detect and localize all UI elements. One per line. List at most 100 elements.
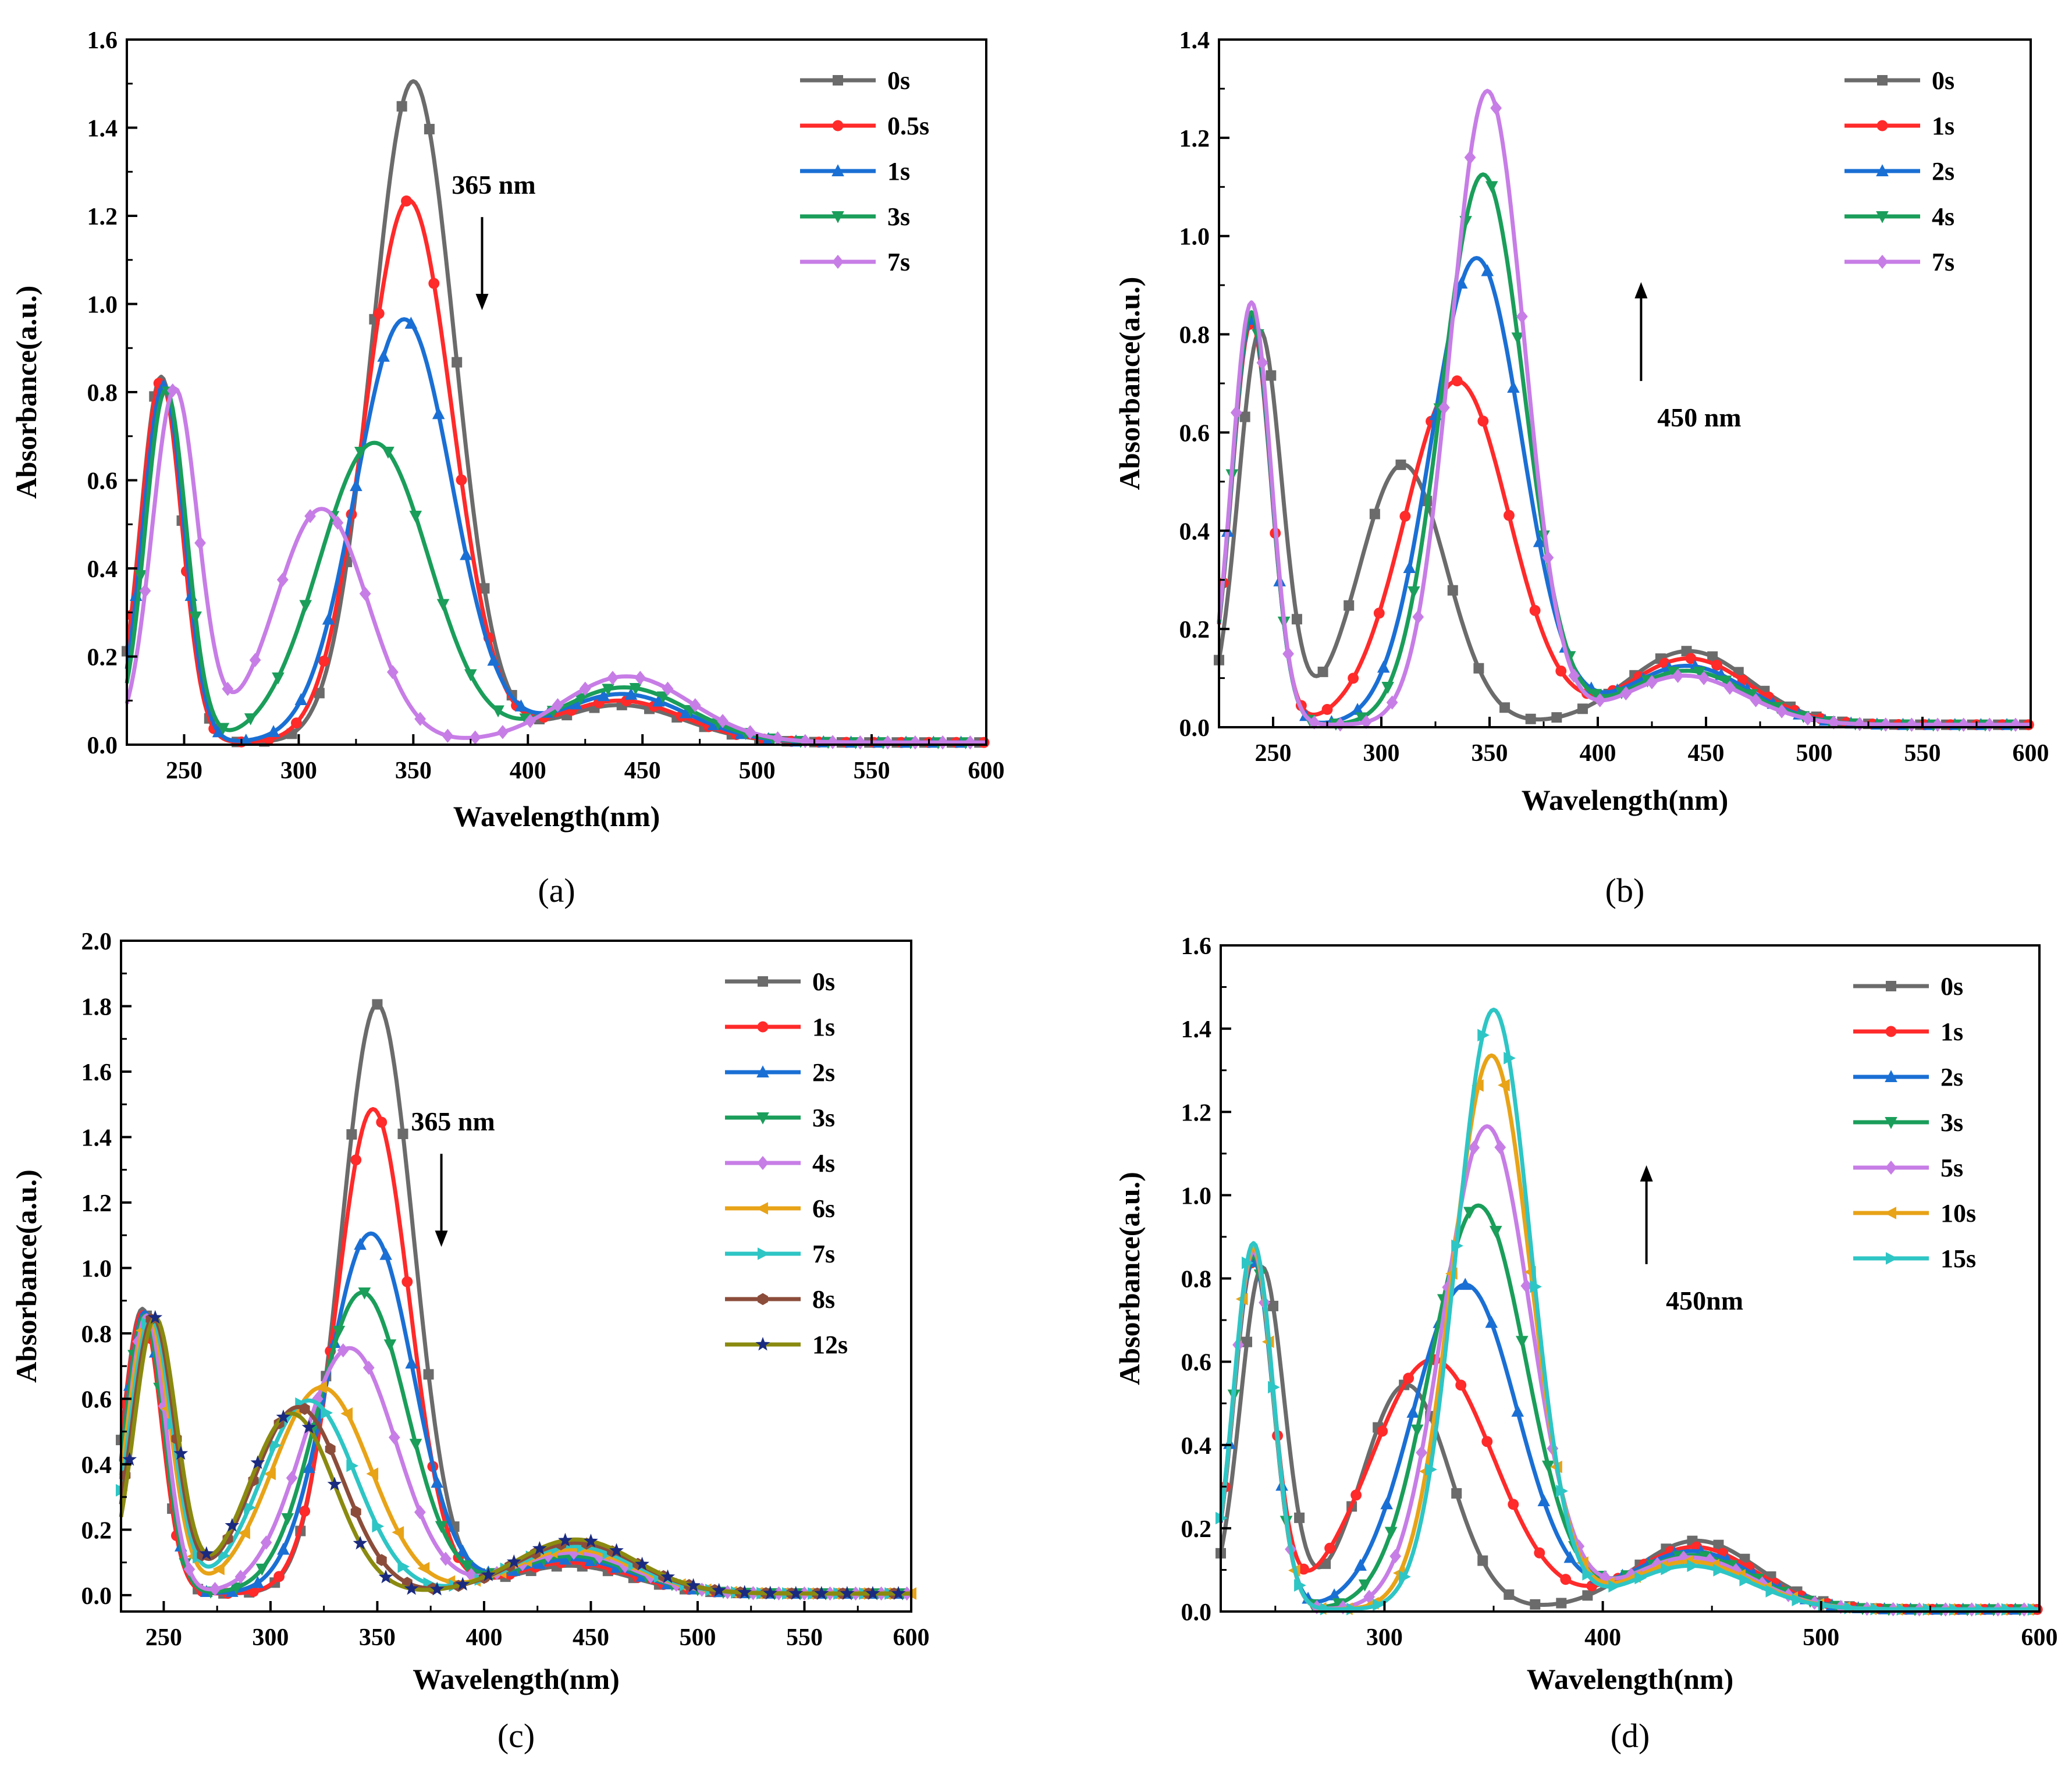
legend-entry-6s: 6s <box>725 1194 835 1223</box>
data-point <box>1608 1580 1621 1593</box>
y-tick-label: 0.0 <box>87 732 118 759</box>
series-1s <box>1218 1257 2043 1615</box>
data-point <box>372 1520 385 1533</box>
data-point <box>1455 276 1468 289</box>
series-line <box>1218 1265 2039 1612</box>
data-point <box>514 699 528 712</box>
panel-label: (b) <box>1605 872 1645 909</box>
annotation: 365 nm <box>452 170 536 311</box>
data-point <box>240 734 253 746</box>
data-point <box>1412 610 1424 624</box>
data-point <box>378 1569 393 1584</box>
data-point <box>379 1247 392 1260</box>
series-line <box>1217 319 2031 727</box>
data-point <box>218 1549 230 1562</box>
data-point <box>1451 1239 1463 1253</box>
x-tick-label: 600 <box>893 1624 930 1651</box>
data-point <box>609 1543 624 1557</box>
data-point <box>1906 717 1918 732</box>
data-point <box>350 1154 362 1166</box>
axes-frame <box>1220 944 2041 1613</box>
data-point <box>321 1406 333 1420</box>
series-line <box>119 1315 911 1596</box>
data-point <box>1294 1579 1306 1592</box>
series-12s <box>119 1310 911 1600</box>
y-tick-label: 0.6 <box>1181 1350 1212 1376</box>
data-point <box>758 1247 770 1260</box>
arrowhead-icon <box>1640 1165 1653 1182</box>
data-point <box>1533 535 1546 547</box>
data-point <box>1876 254 1888 269</box>
data-point <box>1698 671 1710 685</box>
y-tick-label: 0.6 <box>87 468 118 495</box>
data-point <box>250 1455 265 1469</box>
data-point <box>409 1439 422 1451</box>
legend-entry-15s: 15s <box>1853 1244 1976 1273</box>
data-point <box>964 735 976 750</box>
legend-label: 7s <box>887 248 910 276</box>
data-point <box>814 1585 829 1600</box>
series-line <box>1217 328 2031 727</box>
data-point <box>629 683 642 695</box>
data-point <box>122 1452 137 1466</box>
data-point <box>230 1582 243 1595</box>
annotation: 365 nm <box>411 1107 495 1247</box>
series-7s <box>125 383 986 750</box>
series-3s <box>125 386 986 749</box>
data-point <box>1399 510 1411 522</box>
legend-entry-4s: 4s <box>1844 202 1954 231</box>
data-point <box>1377 660 1390 673</box>
data-point <box>212 725 225 738</box>
series-line <box>119 1313 911 1596</box>
data-point <box>1507 380 1520 393</box>
legend-label: 1s <box>812 1013 835 1041</box>
data-point <box>840 1586 855 1600</box>
data-point <box>1634 1571 1647 1585</box>
x-tick-label: 550 <box>1904 740 1941 767</box>
data-point <box>350 1506 361 1518</box>
legend-entry-1s: 1s <box>725 1013 835 1041</box>
data-point <box>1317 666 1328 677</box>
data-point <box>1530 1280 1542 1293</box>
x-tick-label: 300 <box>280 757 317 784</box>
series-line <box>1218 1257 2039 1612</box>
data-point <box>1525 713 1536 724</box>
series-2s <box>1217 256 2031 730</box>
data-point <box>294 693 308 706</box>
series-4s <box>1217 172 2031 732</box>
data-point <box>436 599 450 611</box>
data-point <box>1324 1542 1336 1554</box>
data-point <box>1406 1406 1419 1418</box>
data-point <box>487 653 500 666</box>
data-point <box>1477 415 1489 427</box>
data-point <box>301 1420 317 1434</box>
data-point <box>542 1548 554 1563</box>
data-point <box>1230 405 1242 420</box>
data-point <box>1801 711 1814 726</box>
series-1s <box>119 1107 911 1599</box>
data-point <box>1455 1379 1467 1391</box>
panel-a: 250 300 350 400 450 500 550 600 0.0 0.2 0.4 0.6 0.8 1… <box>10 27 1005 909</box>
data-point <box>1620 686 1632 700</box>
data-point <box>1516 309 1528 324</box>
data-point <box>354 1237 367 1250</box>
legend: 0s 1s 2s 3s 5s 10s 15s <box>1853 972 1976 1273</box>
data-point <box>1438 400 1450 415</box>
data-point <box>1489 1226 1502 1238</box>
data-point <box>255 1563 269 1576</box>
data-point <box>497 725 509 739</box>
data-point <box>559 1552 572 1565</box>
data-point <box>1730 1563 1742 1578</box>
series-0s <box>1214 328 2031 730</box>
x-tick-label: 450 <box>573 1624 609 1651</box>
series-5s <box>1218 1124 2039 1617</box>
x-tick-label: 350 <box>1472 740 1508 767</box>
y-tick-label: 0.4 <box>87 556 118 583</box>
legend-entry-0s: 0s <box>1853 972 1963 1001</box>
data-point <box>492 705 504 718</box>
data-point <box>1386 695 1398 710</box>
series-line <box>119 1315 911 1596</box>
y-tick-label: 0.2 <box>1181 1516 1212 1543</box>
data-point <box>1876 164 1889 176</box>
